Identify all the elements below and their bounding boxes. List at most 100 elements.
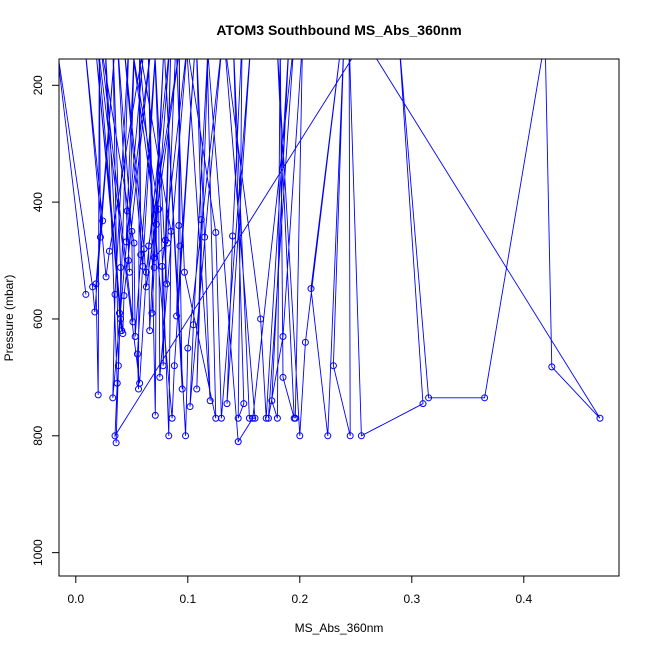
series-points (82, 205, 604, 447)
data-point (126, 268, 134, 276)
data-point (99, 217, 107, 225)
data-point (92, 280, 100, 288)
y-tick-label: 200 (31, 75, 45, 95)
data-point (548, 363, 556, 371)
data-point (212, 414, 220, 422)
data-point (201, 233, 209, 241)
data-point (136, 379, 144, 387)
data-point (163, 280, 171, 288)
data-point (197, 216, 205, 224)
series-lines (59, 59, 601, 443)
data-point (120, 292, 128, 300)
data-point (94, 391, 102, 399)
data-point (150, 264, 158, 272)
data-point (150, 254, 158, 262)
y-axis-label: Pressure (mbar) (2, 275, 16, 362)
x-tick-label: 0.3 (403, 592, 420, 606)
data-point (112, 439, 120, 447)
data-point (142, 283, 150, 291)
data-point (170, 362, 178, 370)
data-point (273, 414, 281, 422)
data-point (223, 400, 231, 408)
data-point (419, 400, 427, 408)
data-point (182, 432, 190, 440)
data-point (142, 268, 150, 276)
data-point (291, 414, 299, 422)
data-point (118, 327, 126, 335)
data-point (111, 432, 119, 440)
data-point (268, 397, 276, 405)
data-point (168, 414, 176, 422)
data-point (111, 290, 119, 298)
y-tick-label: 400 (31, 192, 45, 212)
data-point (264, 414, 272, 422)
data-point (173, 312, 181, 320)
data-point (178, 385, 186, 393)
data-point (129, 318, 137, 326)
data-point (117, 264, 125, 272)
data-point (596, 414, 604, 422)
x-tick-label: 0.0 (67, 592, 84, 606)
data-point (122, 238, 130, 246)
x-tick-label: 0.2 (291, 592, 308, 606)
data-point (137, 251, 145, 259)
data-point (146, 327, 154, 335)
x-axis: 0.0 0.1 0.2 0.3 0.4 (67, 575, 532, 606)
data-point (481, 394, 489, 402)
data-point (357, 432, 365, 440)
data-point (301, 338, 309, 346)
data-point (155, 205, 163, 213)
data-point (346, 432, 354, 440)
data-point (212, 229, 220, 237)
data-point (206, 397, 214, 405)
data-point (139, 262, 147, 270)
y-tick-label: 800 (31, 425, 45, 445)
data-point (152, 220, 160, 228)
x-tick-label: 0.1 (179, 592, 196, 606)
data-point (130, 239, 138, 247)
data-point (193, 385, 201, 393)
data-point (159, 362, 167, 370)
data-point (425, 394, 433, 402)
data-point (240, 400, 248, 408)
data-point (189, 321, 197, 329)
data-point (262, 414, 270, 422)
data-point (158, 262, 166, 270)
data-point (180, 268, 188, 276)
data-point (145, 242, 153, 250)
data-point (165, 432, 173, 440)
data-point (329, 362, 337, 370)
data-point (128, 227, 136, 235)
data-point (113, 379, 121, 387)
data-point (234, 414, 242, 422)
series-line (59, 59, 601, 443)
data-point (115, 309, 123, 317)
chart-title: ATOM3 Southbound MS_Abs_360nm (216, 22, 461, 38)
data-point (131, 332, 139, 340)
data-point (175, 221, 183, 229)
data-point (123, 207, 131, 215)
y-tick-label: 600 (31, 309, 45, 329)
data-point (229, 232, 237, 240)
y-tick-label: 1000 (31, 539, 45, 566)
data-point (82, 290, 90, 298)
x-axis-label: MS_Abs_360nm (295, 621, 384, 635)
data-point (324, 432, 332, 440)
data-point (234, 438, 242, 446)
data-point (133, 350, 141, 358)
data-point (279, 332, 287, 340)
data-point (279, 373, 287, 381)
data-point (96, 233, 104, 241)
data-point (148, 309, 156, 317)
data-point (114, 362, 122, 370)
data-point (109, 394, 117, 402)
data-point (186, 403, 194, 411)
plot-area (58, 58, 620, 577)
x-tick-label: 0.4 (515, 592, 532, 606)
data-point (167, 227, 175, 235)
data-point (176, 242, 184, 250)
data-point (124, 257, 132, 265)
data-point (151, 411, 159, 419)
data-point (91, 308, 99, 316)
